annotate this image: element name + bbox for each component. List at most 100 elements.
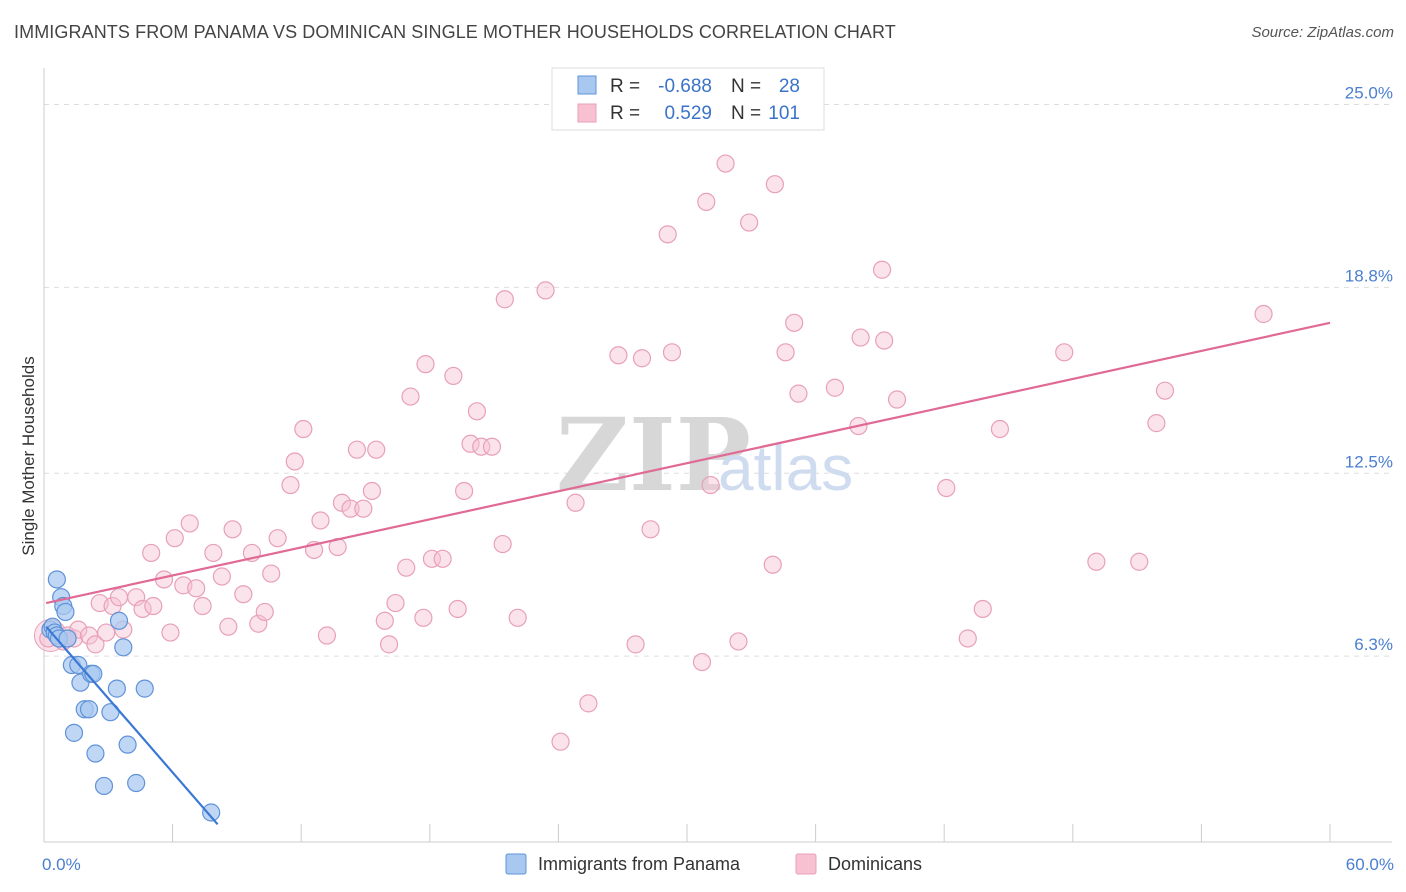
panama-point <box>109 611 129 630</box>
series-legend-label-dominicans: Dominicans <box>828 854 922 874</box>
panama-trend-line <box>45 625 219 826</box>
dominican-point <box>255 602 274 622</box>
dominican-point <box>454 481 474 501</box>
dominican-point <box>776 343 795 362</box>
panama-point <box>58 629 77 648</box>
dominican-point <box>536 281 555 300</box>
dominican-point <box>701 475 720 495</box>
dominican-point <box>311 511 330 530</box>
dominican-point <box>789 384 808 403</box>
dominican-point <box>379 635 399 654</box>
dominican-point <box>579 694 598 713</box>
dominican-point <box>144 596 163 616</box>
legend-r-value-dominicans: 0.529 <box>664 103 712 124</box>
series-legend: Immigrants from Panama Dominicans <box>505 853 922 875</box>
panama-point <box>202 803 221 822</box>
stats-legend-box <box>551 67 825 131</box>
dominican-point <box>422 549 442 568</box>
dominican-point <box>448 599 467 619</box>
y-tick-label: 18.8% <box>1345 266 1393 285</box>
dominican-point <box>990 419 1010 439</box>
dominican-point <box>851 328 870 347</box>
dominican-point <box>187 579 206 598</box>
dominican-point <box>397 558 416 577</box>
dominican-point <box>461 434 480 453</box>
panama-point <box>107 679 126 698</box>
watermark-zip: ZIP <box>556 396 751 514</box>
x-tick-label: 60.0% <box>1346 855 1394 874</box>
dominican-point <box>566 493 585 512</box>
dominican-point <box>495 290 514 309</box>
dominican-point <box>262 564 281 583</box>
panama-point <box>94 776 114 796</box>
chart-source: Source: ZipAtlas.com <box>1251 24 1394 41</box>
dominican-point <box>1254 304 1273 324</box>
dominican-point <box>662 343 682 362</box>
dominican-point <box>825 378 844 397</box>
dominican-point <box>294 419 313 439</box>
dominican-point <box>1155 381 1175 400</box>
dominican-point <box>467 402 487 421</box>
dominican-point <box>740 213 759 232</box>
legend-r-label-panama: R = <box>610 76 640 97</box>
dominican-point <box>386 593 405 613</box>
y-tick-label: 12.5% <box>1345 452 1393 471</box>
dominican-point <box>632 349 652 368</box>
panama-point <box>86 744 105 763</box>
dominican-point <box>551 732 570 751</box>
dominican-point <box>508 608 527 627</box>
dominican-point <box>716 154 735 173</box>
chart-title: IMMIGRANTS FROM PANAMA VS DOMINICAN SING… <box>14 22 896 42</box>
dominican-point <box>133 599 152 619</box>
dominican-point <box>1055 343 1074 362</box>
stats-legend: R = -0.688 N = 28 R = 0.529 N = 101 <box>551 67 825 131</box>
dominican-point <box>433 549 452 568</box>
dominican-point <box>285 452 304 471</box>
dominican-trend-line <box>45 321 1331 605</box>
dominican-point <box>375 611 394 630</box>
dominican-point <box>367 440 386 459</box>
dominican-point <box>444 366 463 386</box>
panama-point <box>127 773 146 793</box>
dominican-point <box>97 623 116 642</box>
dominican-point <box>414 608 433 627</box>
dominican-point <box>212 567 231 586</box>
dominican-point <box>493 534 512 554</box>
dominican-point <box>142 543 161 563</box>
dominican-point <box>626 635 645 654</box>
dominican-point <box>1130 552 1149 571</box>
dominican-point <box>86 635 105 654</box>
tick-label-layer: 6.3% 12.5% 18.8% 25.0% 0.0% 60.0% <box>42 84 1394 874</box>
dominican-point <box>281 475 300 495</box>
legend-r-label-dominicans: R = <box>610 103 640 124</box>
watermark: ZIP atlas <box>556 396 853 514</box>
watermark-atlas: atlas <box>718 432 853 504</box>
dominican-point <box>973 599 992 619</box>
x-tick-label: 0.0% <box>42 855 81 874</box>
panama-point <box>135 679 154 698</box>
series-legend-label-panama: Immigrants from Panama <box>538 854 741 874</box>
dominican-point <box>317 626 337 645</box>
dominican-point <box>401 387 420 406</box>
dominican-point <box>416 355 435 374</box>
legend-r-value-panama: -0.688 <box>658 76 712 97</box>
legend-n-value-dominicans: 101 <box>768 103 800 124</box>
dominican-point <box>193 596 212 616</box>
dominican-point <box>204 543 223 563</box>
dominican-point <box>482 437 502 456</box>
panama-point <box>47 570 66 589</box>
dominican-point <box>223 520 242 539</box>
panama-point <box>118 735 137 754</box>
dominican-point <box>729 632 748 651</box>
trend-layer <box>45 321 1331 826</box>
dominican-point <box>937 478 956 498</box>
dominican-point <box>347 440 367 459</box>
y-tick-label: 25.0% <box>1345 84 1393 103</box>
dominican-point <box>165 529 184 548</box>
y-axis-title: Single Mother Households <box>19 356 38 555</box>
dominican-point <box>609 346 628 365</box>
dominican-point <box>1147 414 1166 433</box>
dominican-point <box>785 313 804 332</box>
